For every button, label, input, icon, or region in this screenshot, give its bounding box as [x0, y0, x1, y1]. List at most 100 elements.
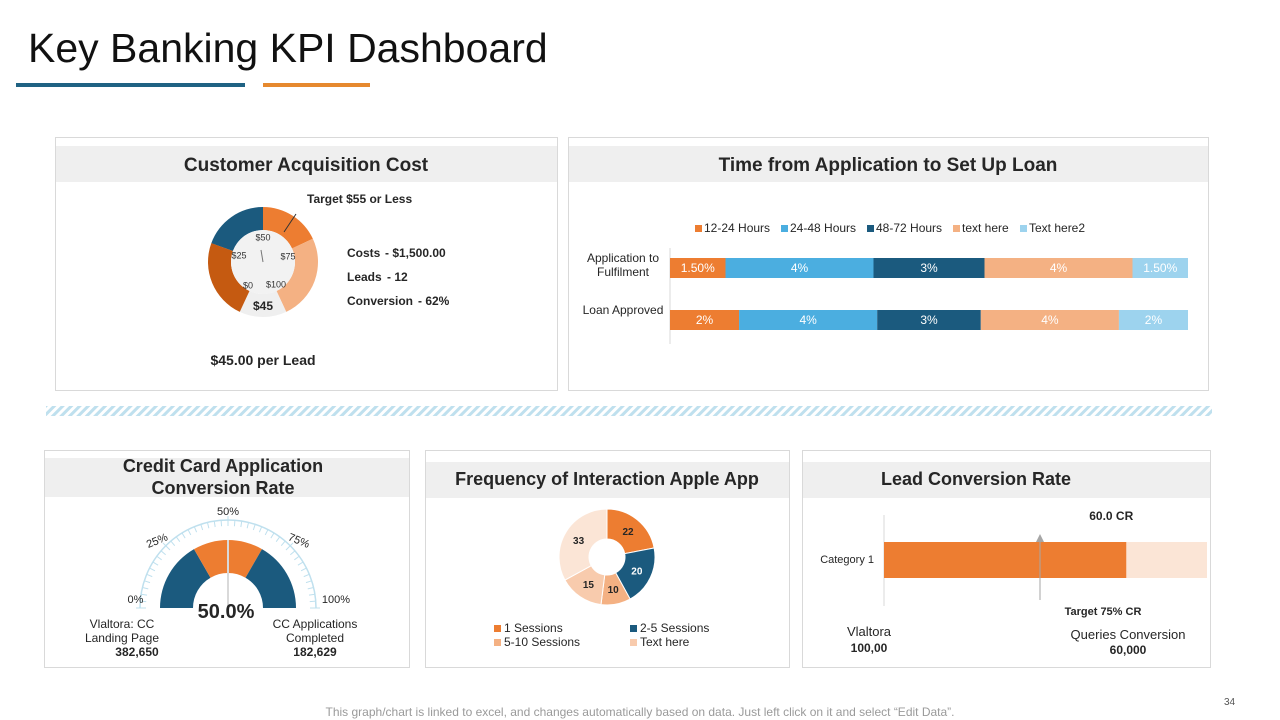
data-label: 3%	[920, 261, 938, 275]
bar-segment	[877, 310, 981, 330]
legend-swatch	[867, 225, 874, 232]
scale-tick	[156, 555, 162, 561]
scale-tick	[303, 573, 310, 578]
dial-value: $45	[252, 299, 274, 313]
data-label: 22	[622, 527, 634, 538]
stat-value: - 12	[387, 270, 408, 284]
right-value: 60,000	[1109, 643, 1147, 657]
scale-tick	[258, 526, 263, 533]
data-label: 4%	[799, 313, 817, 327]
page-number: 34	[1224, 697, 1236, 708]
target-label: Target $55 or Less	[307, 192, 413, 206]
right-label: Queries Conversion	[1070, 627, 1186, 642]
legend-swatch	[953, 225, 960, 232]
bar-segment	[1132, 258, 1188, 278]
tick-label: 75%	[286, 531, 311, 551]
bar-segment	[984, 258, 1133, 278]
left-value: 100,00	[850, 641, 888, 655]
dial-label: $75	[280, 251, 295, 261]
data-label: 4%	[1041, 313, 1059, 327]
tick-label: 0%	[127, 594, 144, 606]
legend-swatch	[695, 225, 702, 232]
panel-header	[426, 462, 789, 498]
legend-label: 2-5 Sessions	[640, 621, 710, 635]
scale-tick	[240, 521, 243, 528]
bar-segment	[739, 310, 878, 330]
data-label: 15	[583, 580, 595, 591]
data-label: 2%	[1145, 313, 1163, 327]
data-label: 10	[608, 585, 620, 596]
scale-tick	[165, 545, 171, 551]
scale-tick	[170, 540, 176, 546]
dial-segment	[276, 238, 318, 312]
per-lead: $45.00 per Lead	[210, 352, 316, 368]
data-label: 1.50%	[1143, 261, 1177, 275]
dial-segment	[208, 243, 250, 312]
dial-needle	[260, 249, 264, 263]
left-label: Vlaltora	[846, 624, 892, 639]
panel-header	[569, 146, 1208, 182]
target-arrow	[1036, 534, 1044, 542]
gauge-band	[160, 549, 211, 608]
scale-tick	[146, 573, 153, 578]
target-label: Target 75% CR	[1064, 606, 1142, 618]
category-label: Application to Fulfilment	[586, 251, 660, 280]
pie-slice	[558, 508, 608, 581]
scale-tick	[305, 580, 312, 584]
bar-segment	[725, 258, 874, 278]
tick-mark	[162, 542, 167, 547]
dial-segment	[211, 207, 264, 252]
legend-label: 12-24 Hours	[704, 221, 771, 235]
panel-header	[45, 458, 409, 497]
dial-label: $100	[266, 279, 286, 289]
bar-segment	[1118, 310, 1188, 330]
scale-tick	[149, 567, 156, 572]
legend-label: text here	[962, 221, 1009, 235]
dial-segment	[263, 207, 313, 249]
scale-tick	[141, 593, 148, 596]
panel-title: Customer Acquisition Cost	[183, 155, 429, 176]
dial-label: $0	[243, 280, 253, 290]
legend-label: Text here2	[1029, 221, 1086, 235]
dial-label: $50	[255, 232, 270, 242]
tick-label: 25%	[145, 531, 170, 551]
page-title: Key Banking KPI Dashboard	[28, 25, 548, 71]
scale-tick	[160, 550, 166, 556]
gauge-right-label: CC Applications Completed	[272, 617, 358, 646]
gauge-value: 50.0%	[197, 601, 255, 623]
legend-swatch	[630, 625, 637, 632]
panel-title: Lead Conversion Rate	[880, 469, 1072, 489]
scale-tick	[213, 521, 216, 528]
stat-label: Leads	[347, 270, 382, 284]
gauge-left-value: 382,650	[115, 645, 159, 659]
scale-tick	[294, 555, 300, 561]
data-label: 4%	[1050, 261, 1068, 275]
scale-tick	[300, 567, 307, 572]
scale-tick	[297, 561, 304, 566]
scale-tick	[290, 550, 296, 556]
legend-swatch	[630, 639, 637, 646]
legend-label: 1 Sessions	[504, 621, 563, 635]
scale-tick	[144, 580, 151, 584]
title-rule	[263, 83, 370, 87]
target-leader	[283, 213, 297, 233]
stat-label: Costs	[347, 246, 381, 260]
footer-note: This graph/chart is linked to excel, and…	[325, 705, 955, 719]
scale-tick	[285, 545, 291, 551]
data-label: 20	[631, 567, 643, 578]
scale-tick	[275, 536, 281, 542]
gauge-left-label: Vlaltora: CC Landing Page	[84, 617, 160, 646]
data-label: 1.50%	[681, 261, 715, 275]
legend-label: 24-48 Hours	[790, 221, 857, 235]
tick-label: 100%	[321, 594, 351, 606]
title-rule	[16, 83, 245, 87]
scale-tick	[175, 536, 181, 542]
scale-tick	[187, 529, 192, 536]
legend-swatch	[1020, 225, 1027, 232]
data-label: 2%	[696, 313, 714, 327]
stat-value: - 62%	[418, 294, 450, 308]
gauge-band	[245, 549, 296, 608]
scale-tick	[142, 586, 149, 590]
legend-swatch	[494, 625, 501, 632]
